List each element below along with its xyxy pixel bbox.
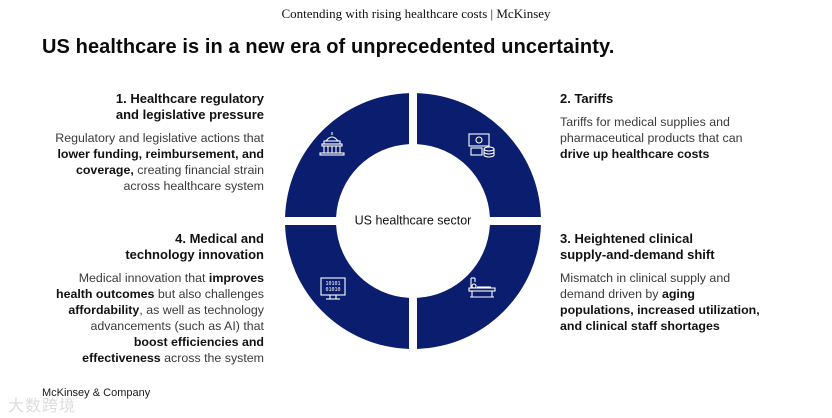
segment-title: 1. Healthcare regulatory and legislative…: [115, 91, 264, 122]
segment-title: 3. Heightened clinical supply-and-demand…: [560, 231, 715, 262]
segment-clinical-shift: 3. Heightened clinical supply-and-demand…: [560, 231, 796, 334]
svg-text:01010: 01010: [325, 287, 340, 293]
ring-segment-top-left: [285, 93, 409, 217]
segment-description: Regulatory and legislative actions that …: [55, 131, 264, 193]
capitol-building-icon: [319, 132, 345, 156]
money-coins-icon: [468, 133, 495, 158]
hospital-bed-icon: [468, 277, 496, 298]
svg-text:10101: 10101: [325, 281, 340, 287]
center-label: US healthcare sector: [355, 213, 472, 227]
footer-company: McKinsey & Company: [42, 387, 151, 399]
segment-title: 4. Medical and technology innovation: [125, 231, 264, 262]
report-title: Contending with rising healthcare costs …: [281, 6, 551, 21]
segment-description: Medical innovation that improves health …: [56, 271, 264, 365]
segment-tariffs: 2. Tariffs Tariffs for medical supplies …: [560, 91, 790, 162]
segment-description: Tariffs for medical supplies and pharmac…: [560, 115, 743, 161]
ring-diagram: US healthcare sector 10101: [285, 93, 541, 349]
headline: US healthcare is in a new era of unprece…: [42, 36, 615, 58]
segment-innovation: 4. Medical and technology innovation Med…: [40, 231, 264, 366]
segment-title: 2. Tariffs: [560, 91, 614, 106]
binary-computer-icon: 10101 01010: [320, 277, 346, 300]
segment-description: Mismatch in clinical supply and demand d…: [560, 271, 760, 333]
watermark: 大数跨境: [8, 396, 77, 415]
segment-regulatory: 1. Healthcare regulatory and legislative…: [40, 91, 264, 194]
ring-segment-bottom-left: [285, 225, 409, 349]
